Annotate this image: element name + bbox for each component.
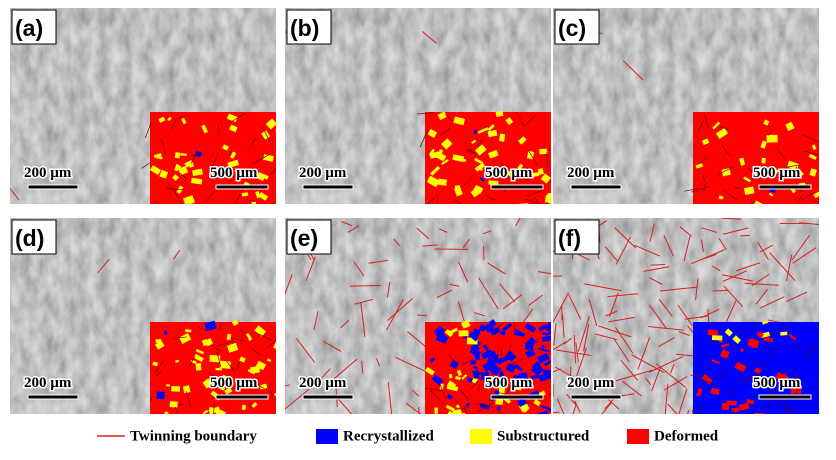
panel-label: (e) bbox=[290, 225, 318, 251]
scale-label: 500 µm bbox=[753, 375, 801, 391]
scale-label: 200 µm bbox=[567, 165, 615, 181]
inset-grain bbox=[215, 368, 222, 371]
inset-grain bbox=[175, 152, 180, 158]
inset-grain bbox=[434, 407, 438, 414]
inset-boundary bbox=[200, 413, 207, 422]
inset-grain bbox=[157, 392, 165, 400]
inset-grain bbox=[497, 406, 501, 410]
scale-bar bbox=[759, 395, 811, 399]
legend-swatch bbox=[316, 429, 338, 444]
inset-grain bbox=[752, 345, 756, 348]
panel: (c) 200 µm 500 µm bbox=[553, 8, 831, 211]
inset-grain bbox=[740, 348, 743, 351]
inset bbox=[417, 111, 555, 210]
inset-bg bbox=[693, 322, 819, 414]
inset bbox=[150, 319, 283, 424]
inset-grain bbox=[170, 401, 178, 407]
scale-label: 500 µm bbox=[485, 165, 533, 181]
legend: Twinning boundary Recrystallized Substru… bbox=[97, 428, 719, 444]
scale-label: 200 µm bbox=[24, 165, 72, 181]
inset-grain bbox=[438, 179, 447, 186]
legend-label: Twinning boundary bbox=[130, 428, 257, 444]
inset-grain bbox=[252, 202, 256, 210]
scale-label: 200 µm bbox=[24, 375, 72, 391]
scale-label: 200 µm bbox=[299, 375, 347, 391]
panel: (f) 200 µm 500 µm bbox=[528, 218, 831, 439]
scale-bar bbox=[28, 185, 78, 189]
inset-grain bbox=[475, 353, 480, 360]
scale-label: 500 µm bbox=[210, 165, 258, 181]
scale-label: 500 µm bbox=[753, 165, 801, 181]
scale-bar bbox=[491, 185, 543, 189]
twin-boundary bbox=[740, 235, 749, 236]
scale-label: 500 µm bbox=[485, 375, 533, 391]
panel: (b) 200 µm 500 µm bbox=[285, 8, 555, 210]
inset bbox=[684, 112, 830, 211]
inset-grain bbox=[499, 134, 505, 142]
scale-label: 200 µm bbox=[567, 375, 615, 391]
inset-grain bbox=[525, 344, 533, 349]
inset-grain bbox=[707, 329, 718, 336]
inset-grain bbox=[166, 384, 170, 387]
scale-bar bbox=[571, 395, 621, 399]
panel-label: (b) bbox=[290, 15, 319, 41]
inset bbox=[425, 319, 559, 424]
inset-grain bbox=[459, 330, 469, 336]
inset-grain bbox=[535, 413, 544, 422]
panel: (d) 200 µm 500 µm bbox=[10, 218, 283, 425]
scale-bar bbox=[571, 185, 621, 189]
inset-bg bbox=[150, 112, 276, 204]
scale-bar bbox=[303, 185, 353, 189]
scale-bar bbox=[216, 185, 268, 189]
inset-grain bbox=[767, 135, 778, 143]
inset-grain bbox=[539, 149, 547, 155]
inset bbox=[141, 112, 284, 212]
scale-label: 200 µm bbox=[299, 165, 347, 181]
panel: (a) 200 µm 500 µm bbox=[10, 8, 284, 212]
inset bbox=[691, 320, 821, 423]
inset-grain bbox=[471, 360, 476, 364]
twin-boundary bbox=[350, 285, 381, 286]
scale-bar bbox=[759, 185, 811, 189]
panel-label: (f) bbox=[558, 225, 581, 251]
twin-boundary bbox=[650, 265, 665, 266]
inset-grain bbox=[449, 374, 453, 378]
legend-swatch bbox=[627, 429, 649, 444]
panel-label: (c) bbox=[558, 15, 586, 41]
inset-grain bbox=[479, 166, 483, 171]
inset-grain bbox=[455, 185, 461, 191]
scale-bar bbox=[303, 395, 353, 399]
inset-grain bbox=[196, 363, 202, 370]
inset-grain bbox=[732, 408, 740, 412]
inset-grain bbox=[195, 151, 201, 157]
twin-boundary bbox=[483, 246, 484, 260]
inset-grain bbox=[726, 400, 737, 405]
panels: (a) 200 µm 500 µm (b) 200 µm 500 µm (c) 200 µm 5… bbox=[10, 8, 831, 439]
inset-grain bbox=[474, 130, 478, 134]
inset-grain bbox=[164, 331, 167, 335]
legend-label: Deformed bbox=[654, 428, 719, 444]
inset-grain bbox=[762, 158, 766, 164]
panel: (e) 200 µm 500 µm bbox=[253, 218, 569, 437]
inset-grain bbox=[780, 332, 787, 336]
legend-swatch bbox=[470, 429, 492, 444]
inset-grain bbox=[242, 405, 246, 410]
scale-bar bbox=[491, 395, 543, 399]
panel-label: (d) bbox=[15, 225, 44, 251]
scale-label: 500 µm bbox=[210, 375, 258, 391]
panel-label: (a) bbox=[15, 15, 43, 41]
scale-bar bbox=[216, 395, 268, 399]
inset-grain bbox=[171, 386, 180, 392]
inset-grain bbox=[712, 335, 722, 340]
inset-grain bbox=[275, 125, 284, 134]
inset-grain bbox=[754, 413, 763, 421]
legend-label: Recrystallized bbox=[343, 428, 434, 444]
scale-bar bbox=[28, 395, 78, 399]
legend-label: Substructured bbox=[497, 428, 590, 444]
